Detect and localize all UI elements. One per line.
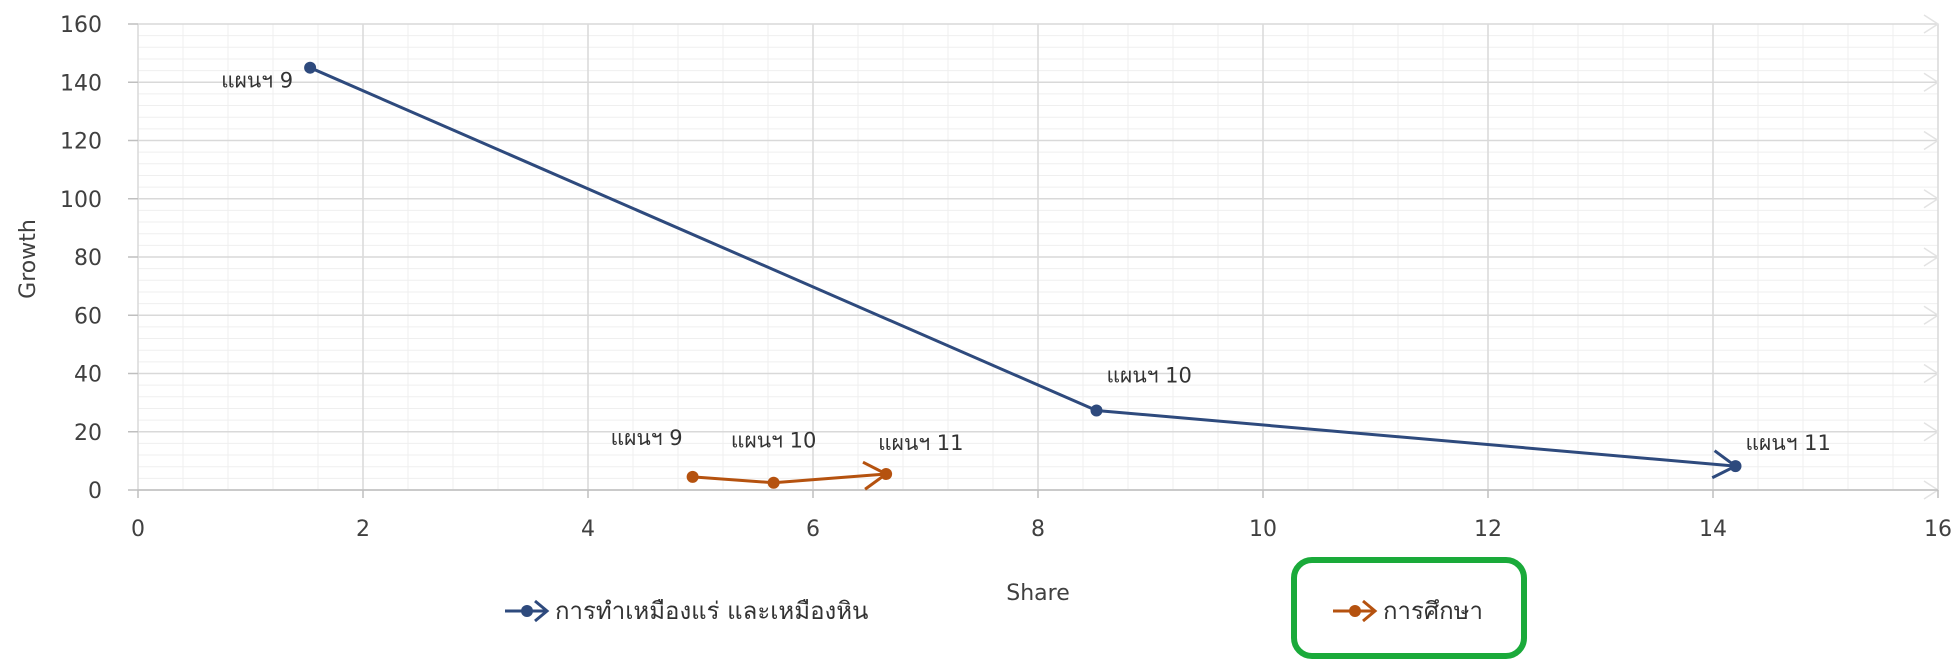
series-line [309, 66, 1736, 468]
legend-label: การทำเหมืองแร่ และเหมืองหิน [555, 597, 868, 625]
x-tick-label: 2 [356, 517, 370, 542]
y-axis-ticks: 0 20 40 60 80 100 120 140 160 [60, 13, 138, 504]
x-tick-label: 8 [1031, 517, 1045, 542]
gridline-arrow-mark [1923, 189, 1940, 209]
series-1: แผนฯ 9 แผนฯ 10 แผนฯ 11 [611, 426, 964, 491]
y-tick-label: 140 [60, 71, 102, 96]
y-tick-label: 100 [60, 188, 102, 213]
y-tick-label: 60 [74, 304, 102, 329]
x-tick-label: 6 [806, 517, 820, 542]
legend-marker [521, 605, 533, 617]
x-tick-label: 0 [131, 517, 145, 542]
y-axis-title: Growth [16, 219, 41, 299]
data-label: แผนฯ 9 [221, 69, 293, 93]
y-tick-label: 80 [74, 246, 102, 271]
gridline-arrow-mark [1923, 14, 1940, 34]
x-tick-label: 10 [1249, 517, 1277, 542]
data-label: แผนฯ 11 [878, 431, 963, 455]
y-tick-label: 160 [60, 13, 102, 38]
legend-label: การศึกษา [1383, 597, 1483, 625]
legend-marker [1349, 605, 1361, 617]
series-0: แผนฯ 9 แผนฯ 10 แผนฯ 11 [221, 61, 1831, 480]
data-point [686, 470, 699, 483]
legend-item-0: การทำเหมืองแร่ และเหมืองหิน [505, 597, 868, 625]
x-tick-label: 16 [1924, 517, 1952, 542]
data-point [304, 61, 317, 74]
x-tick-label: 14 [1699, 517, 1727, 542]
data-point [1729, 460, 1742, 473]
gridline-arrow-mark [1923, 422, 1940, 442]
data-label: แผนฯ 11 [1746, 431, 1831, 455]
data-label: แผนฯ 9 [611, 426, 683, 450]
x-tick-label: 12 [1474, 517, 1502, 542]
y-tick-label: 0 [88, 479, 102, 504]
data-label: แผนฯ 10 [1107, 363, 1192, 387]
series-layer: แผนฯ 9 แผนฯ 10 แผนฯ 11 แผนฯ 9 แผนฯ 10 แผนฯ 11 [221, 61, 1831, 491]
legend: การทำเหมืองแร่ และเหมืองหิน การศึกษา [505, 557, 1527, 659]
y-tick-label: 120 [60, 130, 102, 155]
gridline-arrow-mark [1923, 130, 1940, 151]
data-point [767, 476, 780, 489]
gridline-arrow-mark [1923, 247, 1940, 267]
x-axis-ticks: 0 2 4 6 8 10 12 14 16 [131, 490, 1952, 542]
legend-item-1: การศึกษา [1333, 597, 1483, 625]
data-label: แผนฯ 10 [731, 429, 816, 453]
legend-arrowhead [534, 599, 550, 623]
gridline-arrow-mark [1923, 305, 1940, 325]
x-axis-title: Share [1006, 581, 1070, 606]
data-point [880, 467, 893, 480]
x-tick-label: 4 [581, 517, 595, 542]
y-tick-label: 20 [74, 421, 102, 446]
gridline-arrow-mark [1923, 363, 1940, 384]
y-tick-label: 40 [74, 363, 102, 388]
gridline-arrow-mark [1923, 72, 1940, 92]
legend-highlight-box [1291, 557, 1527, 659]
data-point [1090, 404, 1103, 417]
legend-arrowhead [1362, 599, 1378, 623]
